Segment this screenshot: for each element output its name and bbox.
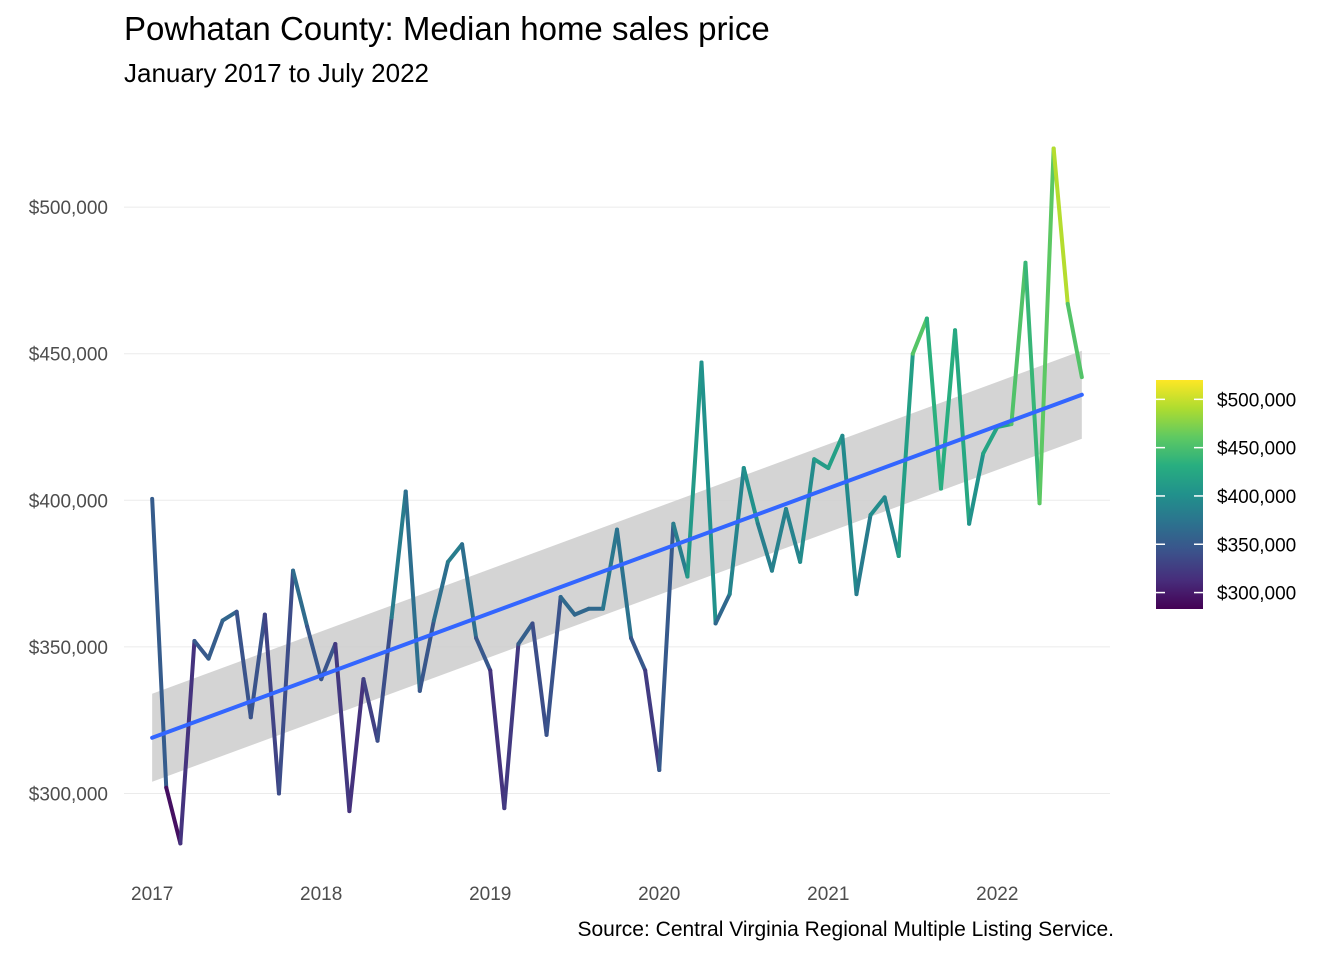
y-axis: $300,000 $350,000 $400,000 $450,000 $500,000	[29, 198, 108, 805]
line-segment	[1065, 301, 1084, 380]
trend-line	[150, 392, 1084, 740]
x-tick-label: 2021	[807, 884, 849, 905]
line-segment	[389, 489, 408, 620]
x-axis: 2017 2018 2019 2020 2021 2022	[131, 884, 1018, 905]
price-line	[150, 146, 1084, 846]
line-segment	[276, 568, 296, 796]
line-segment	[1051, 146, 1070, 306]
y-tick-label: $400,000	[29, 491, 108, 512]
line-segment	[727, 466, 746, 597]
line-segment	[431, 559, 450, 623]
line-segment	[671, 521, 690, 579]
line-segment	[150, 496, 169, 790]
line-segment	[882, 495, 901, 559]
legend-label: $400,000	[1217, 487, 1296, 508]
line-segment	[178, 639, 197, 846]
line-segment	[488, 668, 507, 811]
line-segment	[854, 512, 873, 597]
line-segment	[643, 668, 662, 773]
line-segment	[755, 521, 774, 573]
line-segment	[657, 521, 676, 773]
x-tick-label: 2019	[469, 884, 511, 905]
line-segment	[924, 316, 943, 491]
line-segment	[417, 618, 436, 693]
line-segment	[516, 621, 535, 646]
grid-lines	[124, 206, 1110, 794]
line-segment	[981, 424, 1000, 456]
y-tick-label: $450,000	[29, 345, 108, 366]
legend-label: $450,000	[1217, 439, 1296, 460]
line-segment	[953, 328, 972, 526]
trend-line-path	[150, 392, 1084, 740]
line-segment	[1009, 260, 1028, 427]
line-segment	[206, 618, 225, 661]
x-tick-label: 2020	[638, 884, 680, 905]
line-segment	[164, 785, 183, 846]
line-segment	[291, 568, 310, 629]
line-segment	[234, 609, 253, 720]
y-tick-label: $350,000	[29, 638, 108, 659]
line-segment	[347, 677, 366, 814]
line-segment	[769, 507, 789, 573]
line-segment	[474, 636, 493, 673]
line-segment	[544, 595, 563, 737]
line-segment	[615, 527, 634, 641]
line-segment	[798, 457, 817, 564]
line-segment	[220, 609, 239, 623]
legend-label: $500,000	[1217, 390, 1296, 411]
line-segment	[840, 433, 859, 597]
line-segment	[572, 606, 591, 617]
line-segment	[403, 489, 422, 693]
line-segment	[629, 636, 648, 673]
line-segment	[784, 507, 803, 564]
line-segment	[445, 542, 465, 564]
y-tick-label: $300,000	[29, 784, 108, 805]
line-segment	[262, 612, 281, 796]
line-segment	[967, 451, 986, 526]
color-legend: $300,000 $350,000 $400,000 $450,000 $500,000	[1156, 380, 1296, 609]
line-segment	[192, 639, 211, 661]
line-segment	[1037, 146, 1056, 506]
legend-label: $350,000	[1217, 535, 1296, 556]
line-segment	[305, 624, 324, 682]
line-segment	[361, 677, 380, 743]
chart-caption: Source: Central Virginia Regional Multip…	[577, 918, 1114, 941]
line-segment	[713, 592, 732, 626]
line-segment	[896, 351, 915, 559]
line-segment	[826, 433, 845, 471]
line-segment	[1023, 260, 1042, 506]
chart-subtitle: January 2017 to July 2022	[124, 58, 429, 88]
line-segment	[333, 641, 352, 814]
legend-label: $300,000	[1217, 584, 1296, 605]
y-tick-label: $500,000	[29, 198, 108, 219]
line-segment	[868, 495, 887, 517]
line-segment	[530, 621, 549, 737]
line-segment	[938, 328, 958, 491]
x-tick-label: 2018	[300, 884, 342, 905]
line-segment	[558, 595, 577, 617]
x-tick-label: 2017	[131, 884, 173, 905]
x-tick-label: 2022	[976, 884, 1018, 905]
line-segment	[910, 316, 929, 356]
line-segment	[812, 457, 831, 471]
line-segment	[375, 615, 394, 743]
chart-title: Powhatan County: Median home sales price	[124, 10, 770, 47]
line-segment	[699, 360, 718, 626]
legend-colorbar	[1156, 380, 1203, 609]
line-segment	[460, 542, 479, 641]
line-segment	[502, 641, 521, 811]
